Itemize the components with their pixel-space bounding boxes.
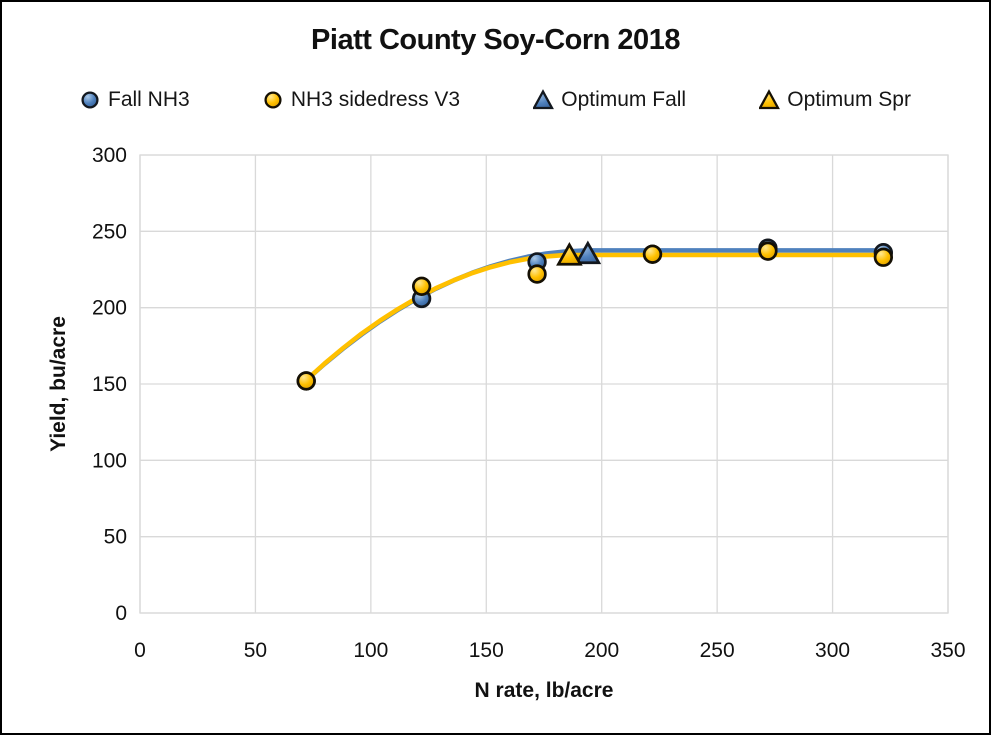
legend-label: NH3 sidedress V3 xyxy=(290,88,461,111)
legend-marker-circle-icon xyxy=(264,91,282,109)
x-tick-label: 150 xyxy=(469,639,504,662)
y-tick-label: 50 xyxy=(104,526,127,549)
x-tick-label: 0 xyxy=(134,639,146,662)
x-tick-label: 300 xyxy=(815,639,850,662)
point-nh3-sidedress-v3[interactable] xyxy=(411,276,432,296)
legend-item-nh3-sidedress-v3[interactable]: NH3 sidedress V3 xyxy=(263,88,460,112)
trend-line-fall-nh3[interactable] xyxy=(303,248,886,383)
point-nh3-sidedress-v3[interactable] xyxy=(527,264,547,284)
chart-title: Piatt County Soy-Corn 2018 xyxy=(311,24,680,56)
point-nh3-sidedress-v3[interactable] xyxy=(873,247,894,267)
legend-item-optimum-fall[interactable]: Optimum Fall xyxy=(533,88,686,112)
point-nh3-sidedress-v3[interactable] xyxy=(758,241,778,261)
y-axis-title: Yield, bu/acre xyxy=(47,316,70,452)
point-optimum-spr[interactable] xyxy=(556,242,583,266)
legend-item-optimum-spr[interactable]: Optimum Spr xyxy=(759,88,911,112)
legend-label: Fall NH3 xyxy=(108,88,190,111)
point-nh3-sidedress-v3[interactable] xyxy=(642,244,663,264)
x-tick-label: 100 xyxy=(353,639,388,662)
y-tick-label: 200 xyxy=(92,297,127,320)
x-axis-title: N rate, lb/acre xyxy=(474,679,614,702)
x-tick-label: 200 xyxy=(584,639,619,662)
x-tick-label: 350 xyxy=(930,639,965,662)
x-tick-label: 250 xyxy=(700,639,735,662)
legend-marker-triangle-icon xyxy=(533,89,555,110)
y-tick-label: 100 xyxy=(92,449,127,472)
legend-label: Optimum Spr xyxy=(787,88,911,111)
legend-marker-triangle-icon xyxy=(759,89,781,110)
trend-line-nh3-sidedress-v3[interactable] xyxy=(303,252,886,383)
legend-label: Optimum Fall xyxy=(561,88,687,111)
chart-legend: Fall NH3 NH3 sidedress V3 Optimum Fall Opti… xyxy=(80,82,911,118)
plot-border xyxy=(139,154,949,614)
y-tick-label: 150 xyxy=(92,373,127,396)
y-tick-label: 0 xyxy=(115,602,127,625)
point-optimum-fall[interactable] xyxy=(574,240,602,265)
legend-marker-circle-icon xyxy=(81,91,99,109)
y-tick-label: 250 xyxy=(92,220,127,243)
y-tick-label: 300 xyxy=(92,144,127,167)
x-tick-label: 50 xyxy=(244,639,267,662)
point-nh3-sidedress-v3[interactable] xyxy=(296,371,316,391)
legend-item-fall-nh3[interactable]: Fall NH3 xyxy=(80,88,190,112)
